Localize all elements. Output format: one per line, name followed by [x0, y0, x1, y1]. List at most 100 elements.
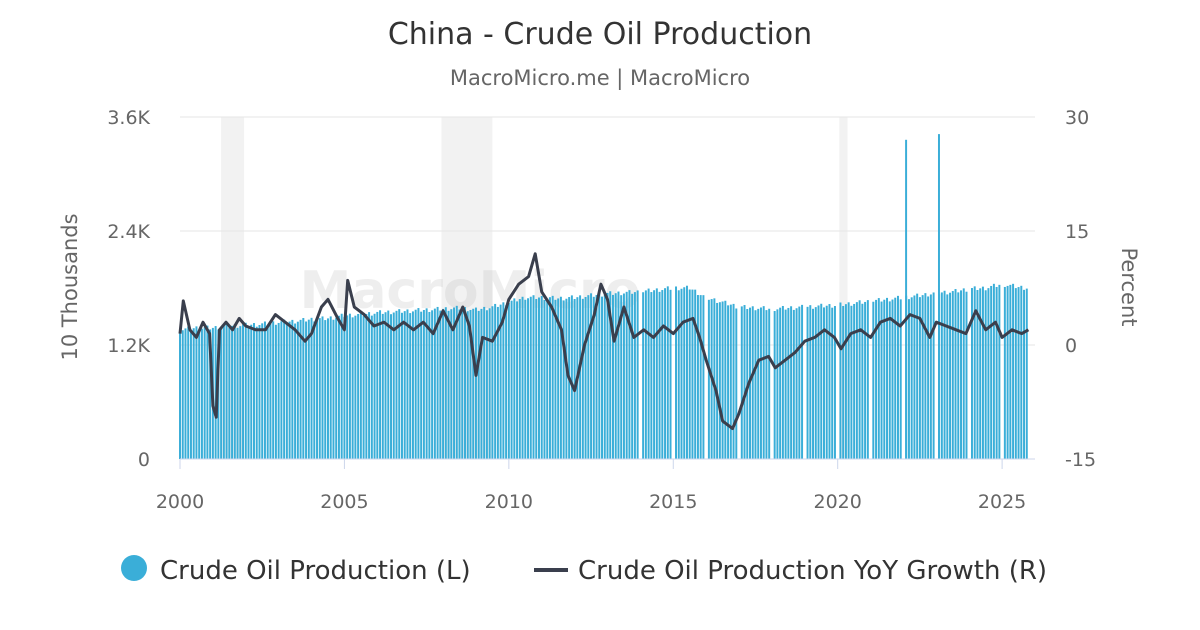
bar: [729, 304, 732, 459]
bar: [269, 323, 272, 459]
bar: [431, 310, 434, 459]
bar: [921, 295, 924, 459]
bar: [990, 285, 993, 459]
bar: [916, 293, 919, 459]
bar: [946, 294, 949, 459]
bar: [595, 294, 598, 459]
bar: [348, 313, 351, 459]
bar: [291, 319, 294, 459]
bar: [628, 290, 631, 459]
bar: [527, 298, 530, 459]
bar: [422, 310, 425, 459]
bar: [1020, 285, 1023, 459]
bar: [266, 324, 269, 459]
bar: [798, 306, 801, 459]
legend-bar-marker[interactable]: [121, 555, 147, 581]
bar: [184, 328, 187, 459]
bar: [543, 299, 546, 459]
bar: [425, 308, 428, 459]
left-axis-title: 10 Thousands: [58, 213, 82, 360]
bar: [653, 290, 656, 459]
bar: [354, 315, 357, 459]
bar: [384, 312, 387, 459]
bar: [1006, 285, 1009, 459]
bar: [181, 330, 184, 459]
bar: [433, 308, 436, 459]
bar: [650, 292, 653, 459]
bar: [414, 309, 417, 459]
bar: [850, 305, 853, 459]
bar: [779, 307, 782, 459]
bar: [831, 307, 834, 459]
bar: [962, 288, 965, 459]
bar: [480, 308, 483, 459]
bar: [801, 304, 804, 459]
bar: [866, 300, 869, 459]
bar: [847, 302, 850, 459]
bar: [812, 308, 815, 459]
bar: [661, 290, 664, 459]
bar: [666, 286, 669, 459]
yoy-line: [178, 252, 1030, 431]
bar: [518, 299, 521, 459]
bar: [998, 284, 1001, 459]
bar: [548, 297, 551, 459]
bar: [540, 295, 543, 459]
bar: [299, 319, 302, 459]
bar: [326, 318, 329, 459]
bar: [343, 317, 346, 459]
bar: [685, 285, 688, 459]
bar-series: [179, 134, 1028, 460]
bar: [562, 300, 565, 459]
bar: [696, 295, 699, 459]
bar: [886, 297, 889, 459]
bar: [485, 310, 488, 459]
bar: [502, 302, 505, 459]
bar: [272, 321, 275, 459]
bar: [951, 291, 954, 459]
legend-line-label[interactable]: Crude Oil Production YoY Growth (R): [578, 556, 1047, 586]
axes: 0 1.2K 2.4K 3.6K -15 0 15 30 2000 2005 2010 2015 202…: [107, 107, 1096, 513]
bar: [458, 309, 461, 459]
bar: [864, 301, 867, 459]
bar: [631, 293, 634, 459]
bar: [214, 326, 217, 459]
legend-bar-label[interactable]: Crude Oil Production (L): [160, 556, 471, 586]
bar: [839, 302, 842, 459]
bar: [442, 308, 445, 459]
bar: [894, 297, 897, 459]
bar: [590, 293, 593, 459]
bar: [611, 294, 614, 459]
bar: [428, 311, 431, 459]
bar: [825, 305, 828, 459]
bar: [258, 325, 261, 459]
bar: [398, 309, 401, 459]
x-tick-label: 2020: [814, 491, 862, 513]
bar: [507, 303, 510, 459]
bar: [910, 297, 913, 459]
bar: [250, 324, 253, 459]
bar: [995, 286, 998, 459]
bar: [189, 330, 192, 459]
bar: [296, 321, 299, 459]
bar: [929, 294, 932, 459]
bar: [918, 297, 921, 459]
bar: [565, 298, 568, 459]
bar: [699, 295, 702, 459]
bar: [792, 309, 795, 459]
bar: [940, 292, 943, 459]
bar: [688, 289, 691, 459]
bar: [1003, 286, 1006, 459]
bar: [477, 310, 480, 459]
bar: [395, 310, 398, 459]
bar: [209, 329, 212, 459]
bar: [759, 307, 762, 459]
line-series: [178, 252, 1030, 431]
bar: [321, 316, 324, 459]
bar: [491, 306, 494, 459]
bar: [924, 293, 927, 459]
bar: [718, 302, 721, 459]
bar: [579, 295, 582, 459]
bar: [417, 308, 420, 459]
